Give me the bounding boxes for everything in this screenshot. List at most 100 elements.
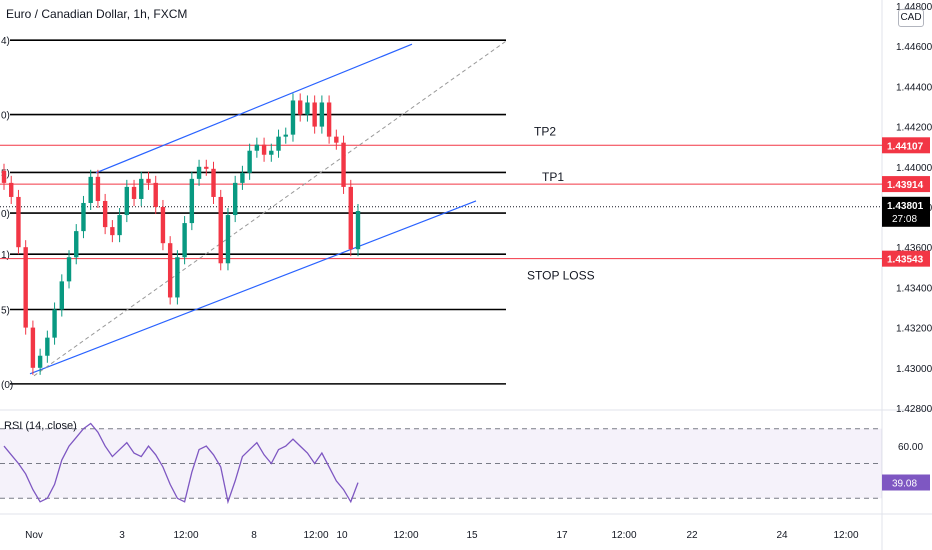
candle-body — [124, 186, 130, 216]
candle-body — [247, 150, 252, 173]
time-tick-label: 8 — [251, 530, 257, 541]
channel-upper-line — [95, 43, 413, 174]
candle-body — [37, 355, 43, 368]
annotation-label: TP2 — [534, 125, 556, 139]
candle-body — [59, 281, 64, 310]
red-price-tag-label: 1.44107 — [887, 141, 924, 152]
candle-body — [88, 176, 93, 203]
candle-body — [74, 231, 79, 258]
price-tick-label: 1.44200 — [896, 123, 932, 134]
candle-body — [283, 134, 288, 137]
candle-body — [189, 178, 195, 224]
fib-level-label: 0) — [1, 111, 10, 122]
fib-level-label: (0) — [1, 380, 13, 391]
last-price-value: 1.43801 — [887, 201, 924, 212]
candle-body — [139, 178, 144, 199]
candle-body — [16, 196, 21, 248]
price-tick-label: 1.44800 — [896, 2, 932, 13]
red-price-tag-label: 1.43543 — [887, 255, 924, 266]
candle-body — [160, 207, 166, 244]
candle-body — [334, 136, 339, 143]
candle-body — [146, 178, 151, 183]
channel-lower-line — [29, 200, 477, 375]
annotation-label: TP1 — [542, 170, 564, 184]
candle-body — [319, 102, 325, 127]
candle-body — [290, 100, 296, 135]
candle-body — [305, 102, 310, 115]
last-price-tag — [882, 196, 930, 227]
red-price-tag-label: 1.43914 — [887, 180, 924, 191]
candle-body — [218, 196, 223, 264]
rsi-line — [3, 422, 359, 505]
annotation-label: STOP LOSS — [527, 268, 595, 282]
time-tick-label: Nov — [25, 530, 43, 541]
price-tick-label: 1.43400 — [896, 283, 932, 294]
candle-body — [110, 227, 115, 236]
candle-body — [1, 170, 7, 183]
symbol-title: Euro / Canadian Dollar, 1h, FXCM — [6, 7, 188, 21]
candle-body — [117, 215, 122, 236]
candle-body — [225, 215, 231, 264]
candle-body — [232, 182, 238, 216]
price-tick-label: 1.43600 — [896, 243, 932, 254]
time-tick-label: 22 — [686, 530, 698, 541]
candle-body — [211, 168, 216, 197]
candle-body — [153, 182, 158, 207]
candle-body — [196, 166, 202, 179]
candle-body — [326, 102, 332, 137]
time-tick-label: 17 — [556, 530, 568, 541]
price-tick-label: 1.43000 — [896, 364, 932, 375]
price-tick-label: 1.44000 — [896, 163, 932, 174]
fib-level-label: 1) — [1, 250, 10, 261]
time-tick-label: 24 — [776, 530, 788, 541]
price-tick-label: 1.43200 — [896, 324, 932, 335]
candle-body — [167, 243, 173, 298]
fib-level-label: 0) — [1, 209, 10, 220]
candle-body — [182, 223, 187, 258]
candle-body — [240, 172, 245, 183]
candle-body — [52, 309, 57, 338]
candle-body — [254, 144, 260, 151]
candle-body — [312, 102, 317, 127]
candle-body — [30, 327, 36, 368]
fib-level-label: 4) — [1, 36, 10, 47]
time-tick-label: 3 — [119, 530, 125, 541]
candle-body — [102, 200, 108, 228]
rsi-title: RSI (14, close) — [4, 420, 77, 432]
red-price-tag — [882, 176, 930, 193]
candle-body — [261, 144, 267, 155]
channel-midline — [33, 40, 507, 377]
candle-body — [175, 257, 180, 298]
red-price-tag — [882, 137, 930, 154]
candle-body — [66, 257, 72, 282]
time-tick-label: 12:00 — [303, 530, 328, 541]
fib-level-label: 5) — [1, 306, 10, 317]
rsi-value-tag — [882, 474, 930, 491]
price-tick-label: 1.44600 — [896, 42, 932, 53]
time-tick-label: 10 — [336, 530, 348, 541]
rsi-tick-label: 60.00 — [898, 442, 923, 453]
candle-body — [276, 136, 281, 151]
rsi-value-label: 39.08 — [892, 479, 917, 490]
time-tick-label: 12:00 — [393, 530, 418, 541]
currency-button[interactable]: CAD — [898, 9, 924, 27]
price-tick-label: 1.44400 — [896, 82, 932, 93]
candle-body — [23, 247, 28, 328]
time-tick-label: 15 — [466, 530, 478, 541]
candle-body — [9, 182, 14, 197]
candle-body — [348, 186, 353, 250]
candle-body — [269, 150, 274, 155]
candle-body — [95, 176, 101, 201]
red-price-tag — [882, 250, 930, 267]
bar-countdown: 27:08 — [892, 214, 917, 225]
candle-body — [298, 100, 303, 115]
candle-body — [81, 202, 86, 232]
price-tick-label: 1.42800 — [896, 404, 932, 415]
candle-body — [355, 211, 361, 250]
candle-body — [131, 186, 137, 199]
candle-body — [45, 337, 50, 356]
candle-body — [204, 166, 209, 169]
candle-body — [341, 142, 346, 187]
